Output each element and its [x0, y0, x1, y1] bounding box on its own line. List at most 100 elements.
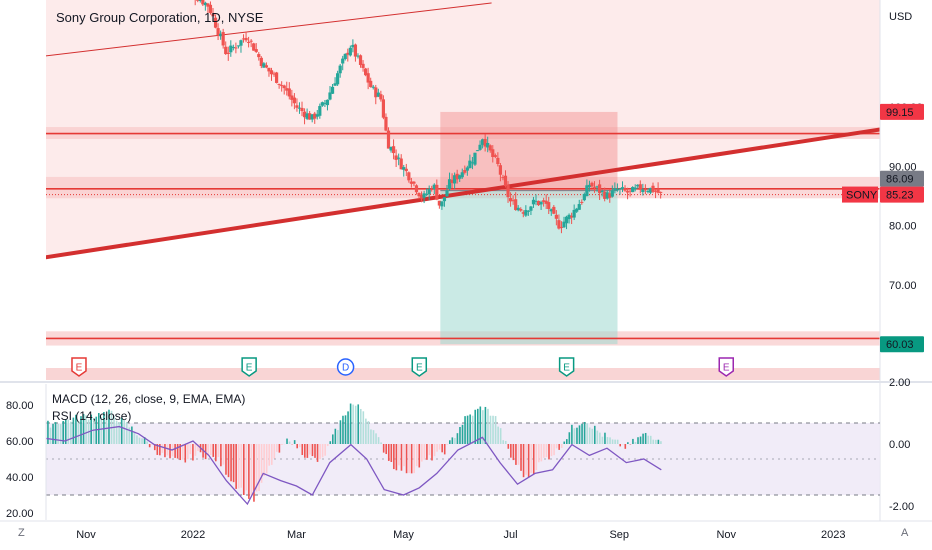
macd-bar — [324, 444, 326, 456]
event-marker-2[interactable]: D — [336, 358, 355, 376]
macd-bar — [131, 426, 133, 444]
macd-bar — [387, 444, 390, 461]
rsi-line — [46, 425, 662, 506]
candle-body — [575, 208, 579, 212]
candle-body — [623, 188, 627, 191]
macd-bar — [72, 417, 75, 444]
event-marker-1[interactable]: E — [241, 357, 257, 377]
macd-bar — [606, 437, 609, 444]
macd-bar — [555, 444, 558, 449]
macd-bar — [568, 432, 571, 444]
candle-body — [201, 0, 205, 5]
main-pane — [46, 0, 880, 380]
candle-body — [653, 190, 658, 192]
candle-body — [483, 138, 487, 147]
macd-bar — [456, 433, 459, 444]
candle-body — [409, 181, 413, 184]
macd-bar — [314, 444, 316, 458]
macd-bar — [115, 420, 118, 444]
macd-bar — [479, 406, 482, 444]
candle-body — [496, 157, 500, 165]
macd-bar — [309, 444, 311, 455]
candle-body — [544, 200, 548, 204]
macd-bar — [471, 415, 474, 444]
candle-body — [445, 190, 449, 197]
macd-bar — [108, 409, 110, 444]
macd-bar — [230, 444, 232, 482]
candle-body — [633, 187, 637, 190]
macd-bar — [548, 444, 550, 460]
event-marker-3[interactable]: E — [411, 357, 428, 377]
candle-body — [391, 146, 396, 154]
candle-body — [330, 86, 335, 94]
macd-bar — [370, 429, 372, 444]
macd-bar — [49, 427, 52, 444]
macd-bar — [469, 414, 471, 444]
macd-bar — [75, 414, 77, 444]
candle-body — [412, 181, 416, 184]
candle-body — [262, 63, 266, 68]
candle-body — [465, 167, 469, 171]
macd-bar — [245, 444, 248, 491]
candle-body — [211, 13, 215, 17]
macd-bar — [593, 425, 596, 444]
macd-bar — [240, 444, 243, 488]
macd-bar — [141, 438, 143, 444]
macd-bar — [319, 444, 321, 460]
macd-bar — [227, 444, 230, 478]
candle-body — [376, 92, 380, 97]
macd-bar — [604, 432, 606, 444]
candle-body — [259, 57, 263, 66]
log-scale-toggle[interactable]: Z — [18, 527, 25, 539]
candle-body — [516, 207, 520, 211]
macd-bar — [334, 428, 337, 444]
macd-bar — [80, 416, 82, 444]
macd-bar — [532, 444, 535, 474]
macd-bar — [489, 415, 492, 444]
candle-body — [318, 106, 322, 116]
candle-body — [442, 197, 447, 202]
macd-bar — [169, 444, 171, 459]
macd-bar — [624, 444, 627, 449]
macd-bar — [550, 444, 553, 457]
candle-body — [564, 216, 569, 224]
candle-body — [285, 88, 289, 91]
macd-legend: MACD (12, 26, close, 9, EMA, EMA) — [52, 392, 246, 406]
macd-bar — [192, 444, 194, 461]
event-marker-4[interactable]: E — [558, 357, 575, 377]
macd-bar — [403, 444, 405, 467]
candle-body — [341, 58, 345, 64]
candle-body — [432, 184, 436, 190]
macd-bar — [545, 444, 548, 458]
macd-bar — [316, 444, 319, 462]
macd-histogram — [46, 403, 662, 502]
macd-bar — [265, 444, 268, 474]
macd-bar — [187, 444, 189, 460]
candle-body — [506, 185, 510, 198]
macd-bar — [596, 430, 599, 444]
candle-body — [315, 114, 319, 117]
event-marker-0[interactable]: E — [71, 357, 87, 377]
macd-bar — [657, 439, 660, 444]
event-marker-5[interactable]: E — [718, 357, 734, 377]
candle-body — [397, 157, 401, 159]
stop-price-label-box — [880, 336, 924, 353]
candle-body — [402, 167, 406, 170]
trendline-0 — [46, 127, 880, 260]
auto-scale-toggle[interactable]: A — [901, 527, 909, 539]
macd-bar — [204, 444, 207, 460]
candle-body — [435, 184, 439, 200]
macd-bar — [321, 444, 324, 458]
candle-body — [562, 221, 566, 228]
macd-bar — [164, 444, 166, 458]
macd-bar — [98, 413, 100, 444]
macd-bar — [362, 411, 365, 444]
candle-body — [371, 86, 375, 88]
event-label: E — [416, 363, 423, 374]
candle-body — [536, 200, 541, 206]
macd-bar — [428, 444, 431, 456]
macd-bar — [148, 444, 151, 448]
macd-bar — [421, 444, 423, 462]
macd-bar — [459, 426, 461, 444]
macd-bar — [464, 416, 466, 444]
